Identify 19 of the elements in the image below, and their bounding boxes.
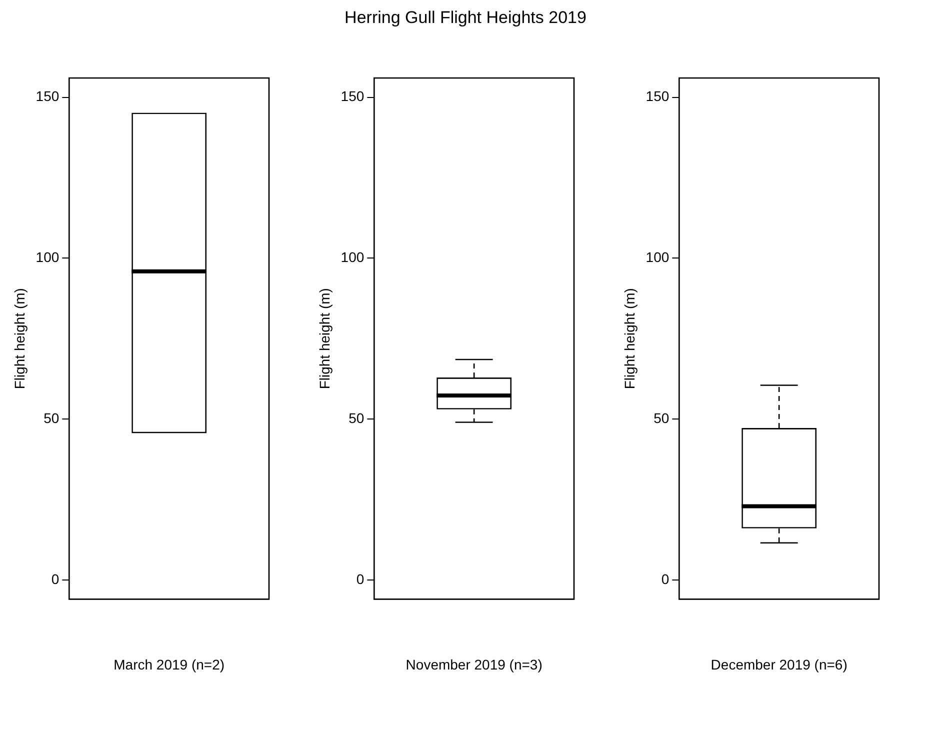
y-tick-label: 0 [51, 570, 60, 587]
y-tick-label: 0 [661, 570, 670, 587]
y-tick-label: 100 [646, 249, 670, 266]
y-tick-label: 100 [340, 249, 364, 266]
y-tick-label: 50 [44, 410, 60, 426]
y-axis-title: Flight height (m) [316, 288, 332, 390]
y-axis-title: Flight height (m) [621, 288, 638, 390]
x-tick-label: March 2019 (n=2) [114, 656, 225, 672]
y-tick-label: 50 [348, 410, 364, 426]
x-tick-label: December 2019 (n=6) [710, 656, 848, 672]
y-tick-label: 150 [36, 88, 60, 104]
x-tick-label: November 2019 (n=3) [406, 656, 542, 672]
y-tick-label: 150 [646, 88, 670, 104]
y-tick-label: 50 [654, 410, 670, 426]
chart-title: Herring Gull Flight Heights 2019 [344, 8, 588, 29]
y-tick-label: 0 [356, 570, 364, 587]
y-tick-label: 150 [340, 88, 364, 104]
y-tick-label: 100 [36, 249, 60, 266]
y-axis-title: Flight height (m) [11, 288, 28, 390]
